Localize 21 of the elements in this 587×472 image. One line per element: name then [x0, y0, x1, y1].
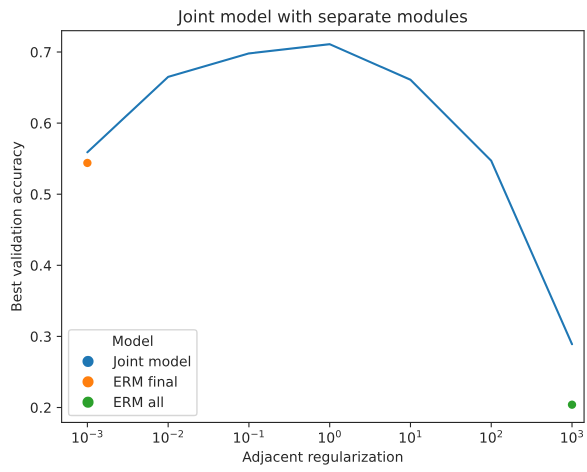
legend-label: Joint model: [112, 356, 190, 370]
legend-label: ERM all: [114, 396, 163, 408]
x-tick-label: 10$^{0}$: [319, 430, 341, 443]
y-tick-label: 0.2: [30, 402, 51, 413]
y-axis-title: Best validation accuracy: [10, 142, 24, 311]
x-tick-label: 10$^{2}$: [480, 430, 502, 443]
y-tick-label: 0.4: [30, 260, 52, 271]
y-tick-label: 0.6: [30, 118, 52, 129]
x-tick-label: 10$^{−3}$: [72, 430, 102, 443]
y-tick-label: 0.5: [30, 189, 51, 200]
y-tick-label: 0.3: [30, 331, 51, 342]
legend-label: ERM final: [114, 376, 176, 387]
x-tick-label: 10$^{1}$: [400, 430, 422, 443]
line-series: [86, 43, 574, 346]
x-tick-label: 10$^{−1}$: [234, 430, 264, 443]
y-tick-label: 0.7: [30, 46, 51, 58]
x-axis-title: Adjacent regularization: [242, 451, 402, 465]
x-tick-label: 10$^{3}$: [561, 430, 584, 443]
x-tick-label: 10$^{−2}$: [153, 430, 183, 443]
legend-title: Model: [113, 335, 152, 346]
chart-title: Joint model with separate modules: [176, 10, 468, 26]
